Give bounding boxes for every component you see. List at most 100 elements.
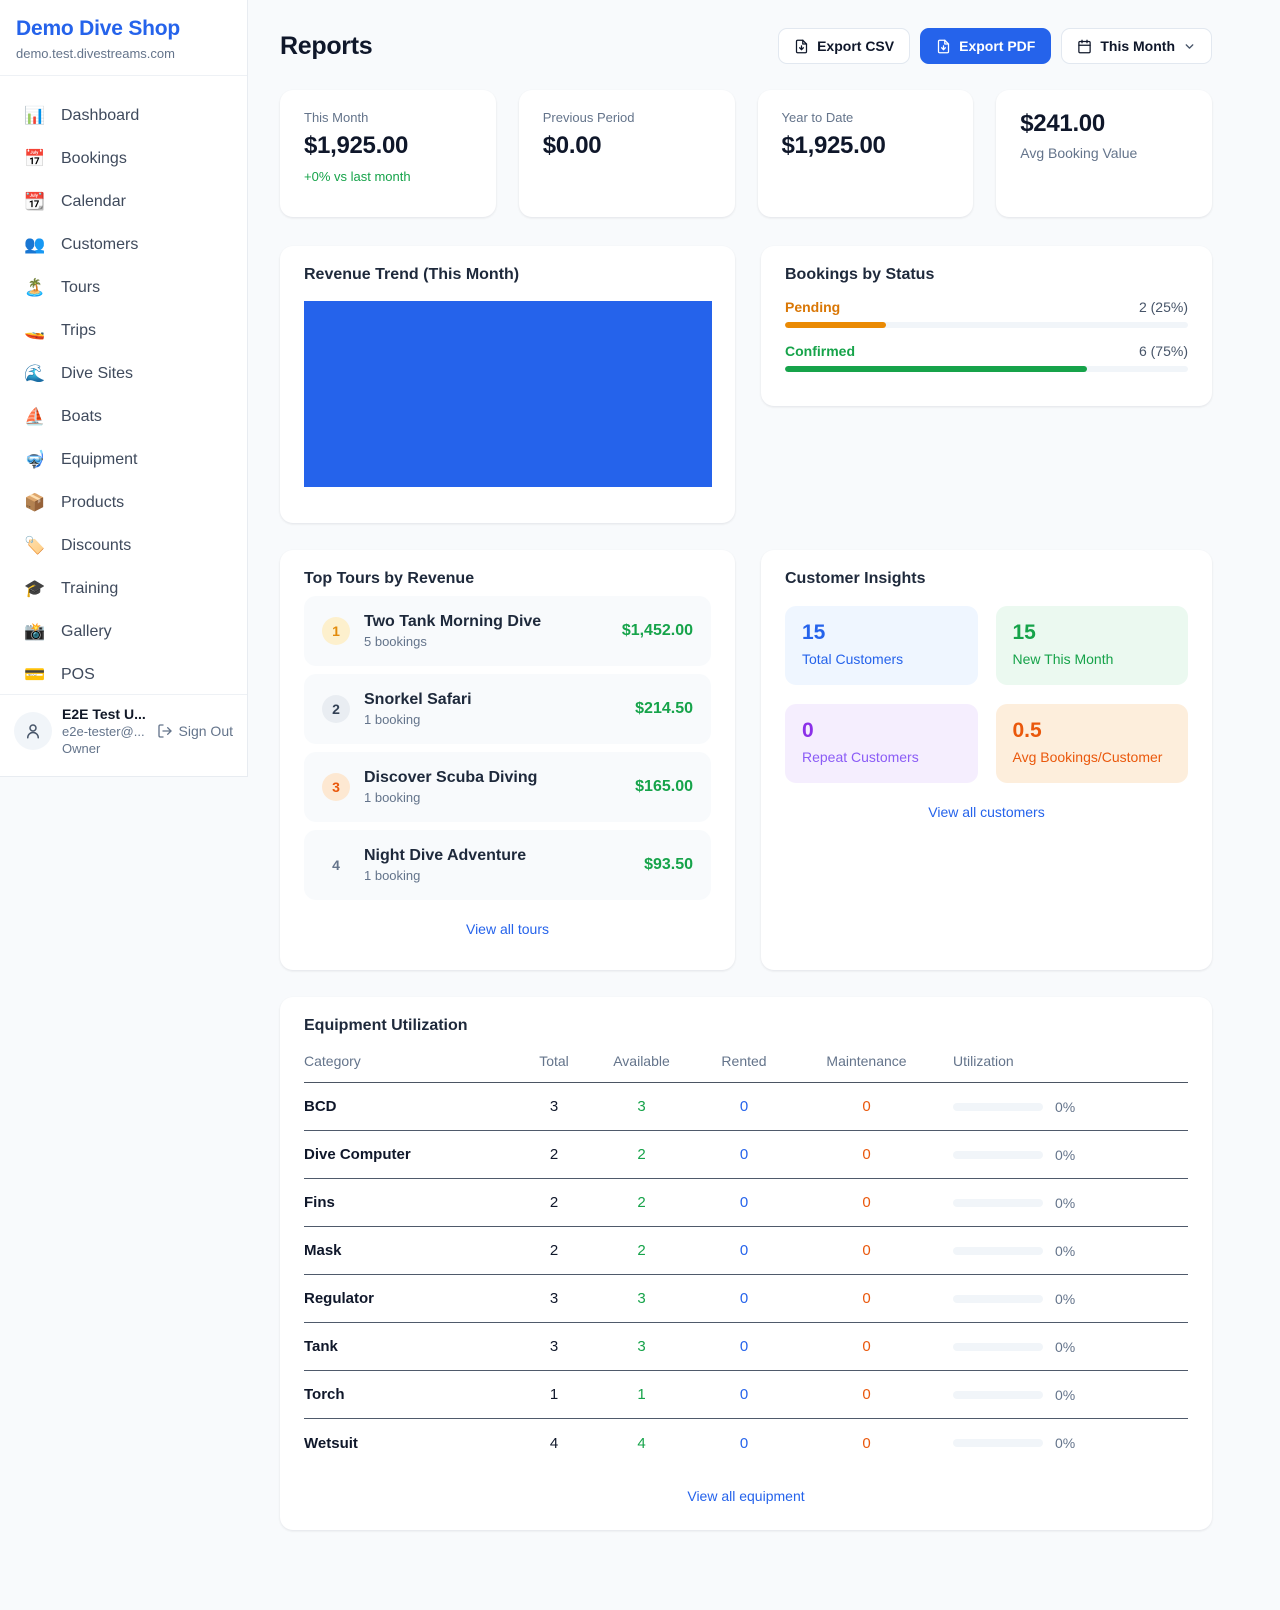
rank-badge: 3 bbox=[322, 773, 350, 801]
user-footer: E2E Test U... e2e-tester@... Owner Sign … bbox=[0, 694, 247, 767]
desert-island-icon: 🏝️ bbox=[24, 277, 46, 297]
tile-value: 15 bbox=[1012, 621, 1036, 644]
tear-off-calendar-icon: 📆 bbox=[24, 191, 46, 211]
utilization-bar bbox=[953, 1246, 1043, 1255]
stat-value: $1,925.00 bbox=[304, 132, 409, 159]
equipment-total: 2 bbox=[549, 1146, 559, 1163]
person-icon bbox=[27, 724, 39, 739]
user-role: Owner bbox=[62, 741, 101, 756]
status-count: 2 (25%) bbox=[1138, 299, 1188, 315]
equipment-utilization: 0% bbox=[939, 1243, 1188, 1259]
table-row: Regulator 3 3 0 0 0% bbox=[304, 1275, 1188, 1323]
tour-name: Snorkel Safari bbox=[364, 691, 472, 708]
sidebar-item-label: Trips bbox=[61, 321, 96, 339]
sidebar-item-products[interactable]: 📦 Products bbox=[0, 481, 247, 524]
tour-name: Night Dive Adventure bbox=[364, 847, 527, 864]
header-actions: Export CSV Export PDF This Month bbox=[778, 28, 1212, 64]
sidebar: Demo Dive Shop demo.test.divestreams.com… bbox=[0, 0, 248, 777]
revenue-trend-chart bbox=[304, 301, 712, 487]
tour-row: 1 Two Tank Morning Dive 5 bookings $1,45… bbox=[304, 596, 711, 666]
sign-out-button[interactable]: Sign Out bbox=[157, 723, 233, 739]
speedboat-icon: 🚤 bbox=[24, 320, 46, 340]
tile-avg-bookings-customer: 0.5 Avg Bookings/Customer bbox=[995, 704, 1188, 783]
stat-card-year-to-date: Year to Date $1,925.00 bbox=[757, 90, 974, 217]
column-header: Total bbox=[539, 1053, 569, 1069]
equipment-maintenance: 0 bbox=[862, 1146, 871, 1163]
sidebar-item-label: Tours bbox=[61, 278, 101, 296]
sign-out-label: Sign Out bbox=[178, 723, 233, 739]
revenue-trend-title: Revenue Trend (This Month) bbox=[304, 266, 520, 283]
tile-total-customers: 15 Total Customers bbox=[785, 606, 978, 685]
export-csv-button[interactable]: Export CSV bbox=[778, 28, 911, 64]
period-label: This Month bbox=[1100, 38, 1175, 54]
stat-card-this-month: This Month $1,925.00 +0% vs last month bbox=[280, 90, 496, 217]
view-all-customers-link[interactable]: View all customers bbox=[928, 804, 1045, 820]
equipment-available: 2 bbox=[637, 1242, 646, 1259]
status-count: 6 (75%) bbox=[1138, 343, 1188, 359]
tile-new-this-month: 15 New This Month bbox=[995, 606, 1188, 685]
equipment-utilization: 0% bbox=[939, 1195, 1188, 1211]
sidebar-item-label: Dashboard bbox=[61, 106, 140, 124]
stat-label: Avg Booking Value bbox=[1020, 145, 1138, 161]
period-select[interactable]: This Month bbox=[1061, 28, 1212, 64]
people-icon: 👥 bbox=[24, 234, 46, 254]
sidebar-item-bookings[interactable]: 📅 Bookings bbox=[0, 137, 247, 180]
equipment-category: Wetsuit bbox=[304, 1434, 358, 1452]
utilization-percent: 0% bbox=[1055, 1146, 1076, 1163]
sidebar-item-trips[interactable]: 🚤 Trips bbox=[0, 309, 247, 352]
stat-label: Year to Date bbox=[781, 110, 854, 125]
package-icon: 📦 bbox=[24, 492, 46, 512]
tile-value: 0 bbox=[802, 719, 814, 742]
stat-label: This Month bbox=[304, 110, 369, 125]
utilization-bar bbox=[953, 1439, 1043, 1447]
sidebar-item-customers[interactable]: 👥 Customers bbox=[0, 223, 247, 266]
chevron-down-icon bbox=[1185, 43, 1194, 49]
view-all-tours-link[interactable]: View all tours bbox=[465, 921, 549, 937]
sidebar-item-dashboard[interactable]: 📊 Dashboard bbox=[0, 94, 247, 137]
equipment-category: BCD bbox=[304, 1098, 337, 1115]
diving-mask-icon: 🤿 bbox=[24, 449, 46, 469]
sidebar-item-training[interactable]: 🎓 Training bbox=[0, 567, 247, 610]
stats-row: This Month $1,925.00 +0% vs last month P… bbox=[280, 90, 1212, 217]
equipment-utilization: 0% bbox=[939, 1339, 1188, 1355]
sidebar-item-equipment[interactable]: 🤿 Equipment bbox=[0, 438, 247, 481]
rank-badge: 4 bbox=[332, 857, 340, 873]
progress-track bbox=[785, 322, 1188, 328]
tour-revenue: $214.50 bbox=[635, 700, 693, 717]
sidebar-item-tours[interactable]: 🏝️ Tours bbox=[0, 266, 247, 309]
tour-name: Two Tank Morning Dive bbox=[364, 613, 542, 630]
sidebar-item-boats[interactable]: ⛵ Boats bbox=[0, 395, 247, 438]
sidebar-item-gallery[interactable]: 📸 Gallery bbox=[0, 610, 247, 653]
table-row: Fins 2 2 0 0 0% bbox=[304, 1179, 1188, 1227]
column-header: Available bbox=[613, 1053, 670, 1069]
progress-track bbox=[785, 366, 1188, 372]
equipment-total: 2 bbox=[549, 1194, 559, 1211]
graduation-cap-icon: 🎓 bbox=[24, 578, 46, 598]
sidebar-item-calendar[interactable]: 📆 Calendar bbox=[0, 180, 247, 223]
equipment-available: 3 bbox=[637, 1338, 646, 1355]
table-row: BCD 3 3 0 0 0% bbox=[304, 1083, 1188, 1131]
equipment-maintenance: 0 bbox=[862, 1434, 871, 1452]
export-pdf-button[interactable]: Export PDF bbox=[920, 28, 1052, 64]
equipment-total: 3 bbox=[549, 1098, 559, 1115]
equipment-total: 3 bbox=[549, 1290, 559, 1307]
sidebar-item-pos[interactable]: 💳 POS bbox=[0, 653, 247, 694]
tour-revenue: $165.00 bbox=[635, 778, 693, 795]
utilization-percent: 0% bbox=[1055, 1338, 1076, 1355]
equipment-utilization: 0% bbox=[939, 1099, 1188, 1115]
tile-label: Total Customers bbox=[802, 651, 904, 667]
sidebar-item-label: Equipment bbox=[61, 450, 138, 468]
view-all-equipment-link[interactable]: View all equipment bbox=[687, 1488, 805, 1504]
equipment-category: Torch bbox=[304, 1386, 345, 1403]
page-title: Reports bbox=[280, 31, 373, 60]
progress-fill bbox=[785, 322, 886, 328]
sidebar-item-dive-sites[interactable]: 🌊 Dive Sites bbox=[0, 352, 247, 395]
equipment-utilization: 0% bbox=[939, 1291, 1188, 1307]
sidebar-item-discounts[interactable]: 🏷️ Discounts bbox=[0, 524, 247, 567]
status-row-pending: Pending 2 (25%) bbox=[785, 299, 1188, 328]
top-tours-card: Top Tours by Revenue 1 Two Tank Morning … bbox=[280, 550, 735, 970]
equipment-available: 4 bbox=[637, 1434, 646, 1452]
sidebar-item-label: Dive Sites bbox=[61, 364, 134, 382]
stat-label: Previous Period bbox=[542, 110, 635, 125]
equipment-total: 2 bbox=[549, 1242, 559, 1259]
